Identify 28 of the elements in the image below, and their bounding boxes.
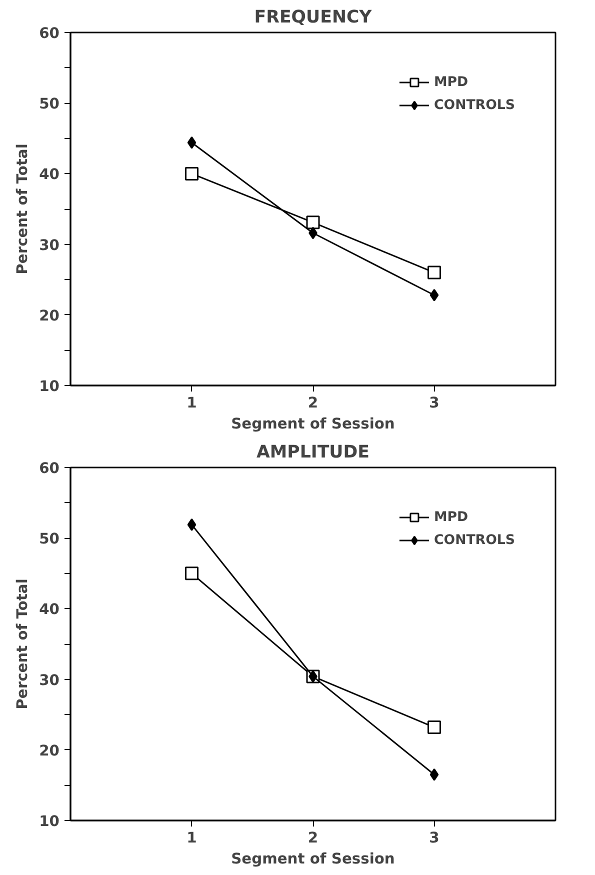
y-tick-label: 30 [39,672,60,689]
y-tick-label: 60 [39,25,60,42]
y-axis-title: Percent of Total [14,578,32,710]
y-tick-label: 40 [39,166,60,184]
legend-label: MPD [434,510,468,524]
y-tick-label: 60 [39,460,60,477]
y-tick-label: 10 [39,378,60,395]
y-tick-label: 50 [39,530,60,548]
legend-label: MPD [434,74,468,90]
x-tick-label: 1 [186,830,197,846]
x-tick-label: 2 [308,830,318,846]
x-tick-label: 2 [308,394,318,412]
legend-label: CONTROLS [434,98,515,112]
x-tick-label: 1 [186,394,197,412]
x-axis-title: Segment of Session [231,416,395,432]
y-tick-label: 10 [39,813,60,830]
y-tick-label: 20 [39,742,60,760]
y-tick-label: 20 [39,307,60,324]
y-tick-label: 30 [39,236,60,254]
x-tick-label: 3 [429,394,440,412]
legend-label: CONTROLS [434,532,515,548]
y-tick-label: 50 [39,96,60,113]
y-axis-title: Percent of Total [14,144,32,274]
chart-title: FREQUENCY [254,8,372,28]
x-axis-title: Segment of Session [231,850,395,868]
y-tick-label: 40 [39,601,60,618]
x-tick-label: 3 [429,830,440,846]
chart-title: AMPLITUDE [256,442,370,462]
